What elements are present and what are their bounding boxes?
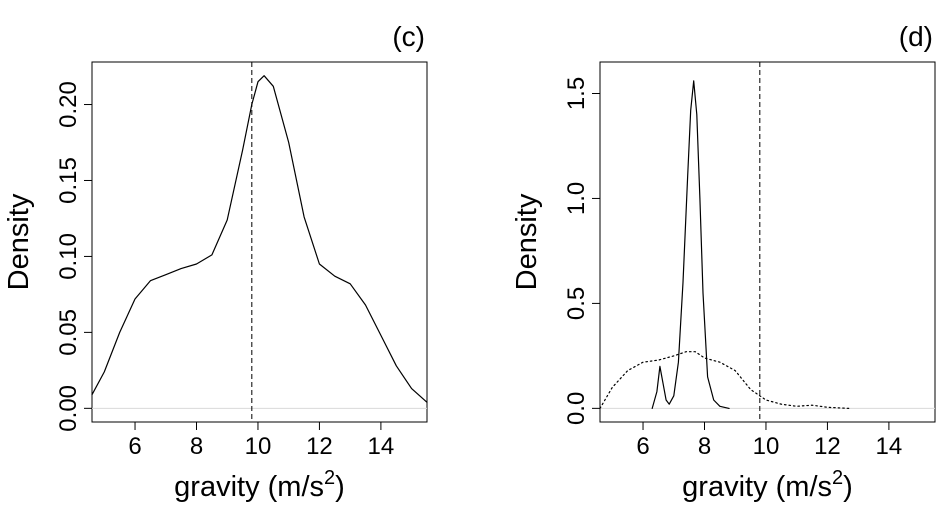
panel-d: 6 8 10 12 14 0.0 0.5 1.0 1.5 gravity (m/s2) Densit… — [511, 21, 936, 503]
y-tick-label: 0.5 — [563, 287, 590, 320]
x-tick-label: 6 — [636, 433, 649, 460]
panel-c: 6 8 10 12 14 0.00 0.05 0.10 0.15 0.20 gravity (m/s… — [3, 21, 428, 503]
x-axis-title: gravity (m/s2) — [682, 467, 853, 503]
x-tick-label: 12 — [814, 433, 841, 460]
x-tick-label: 14 — [876, 433, 903, 460]
x-tick-label: 10 — [753, 433, 780, 460]
y-tick-label: 1.0 — [563, 182, 590, 215]
x-tick-label: 8 — [698, 433, 711, 460]
y-tick-label: 0.10 — [55, 233, 82, 280]
plot-frame — [599, 61, 936, 423]
x-axis-title: gravity (m/s2) — [174, 467, 345, 503]
y-axis-title: Density — [511, 193, 543, 290]
x-tick-label: 6 — [128, 433, 141, 460]
panel-label: (d) — [899, 21, 933, 52]
y-tick-label: 0.0 — [563, 392, 590, 425]
y-tick-label: 0.20 — [55, 81, 82, 128]
y-tick-label: 1.5 — [563, 77, 590, 110]
plot-frame — [91, 61, 428, 423]
x-tick-label: 10 — [245, 433, 272, 460]
y-tick-label: 0.05 — [55, 309, 82, 356]
y-tick-label: 0.15 — [55, 157, 82, 204]
y-tick-label: 0.00 — [55, 385, 82, 432]
x-tick-label: 14 — [368, 433, 395, 460]
panel-label: (c) — [392, 21, 425, 52]
series-density-narrow — [651, 80, 730, 409]
x-tick-label: 12 — [306, 433, 333, 460]
series-density — [91, 75, 428, 403]
series-density-wide — [599, 351, 850, 409]
x-tick-label: 8 — [190, 433, 203, 460]
y-axis-title: Density — [3, 193, 35, 290]
